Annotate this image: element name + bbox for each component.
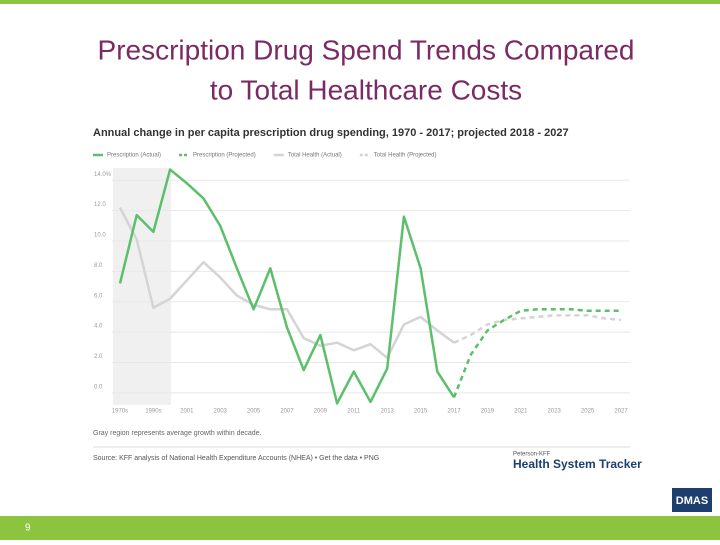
brand-small: Peterson-KFF — [513, 452, 551, 458]
x-tick-label: 2007 — [280, 409, 294, 415]
slide-title: Prescription Drug Spend Trends Compared — [98, 34, 635, 65]
x-tick-label: 2001 — [180, 409, 194, 415]
legend-label: Prescription (Actual) — [107, 153, 161, 159]
page-number: 9 — [25, 523, 31, 534]
bottom-bar — [0, 516, 720, 540]
x-tick-label: 2021 — [514, 409, 528, 415]
y-tick-label: 0.0 — [94, 384, 103, 390]
y-tick-label: 4.0 — [94, 324, 103, 330]
series-line — [453, 314, 622, 344]
legend-label: Total Health (Actual) — [288, 153, 342, 159]
logo — [672, 488, 712, 512]
x-tick-label: 2015 — [414, 409, 428, 415]
chart-source: Source: KFF analysis of National Health … — [93, 455, 379, 462]
top-bar — [0, 0, 720, 4]
x-tick-label: 2017 — [447, 409, 461, 415]
series-line — [118, 206, 455, 360]
x-tick-label: 2011 — [347, 409, 361, 415]
x-tick-label: 2005 — [247, 409, 261, 415]
x-tick-label: 2009 — [314, 409, 328, 415]
y-tick-label: 8.0 — [94, 263, 103, 269]
y-tick-label: 14.0% — [94, 172, 112, 178]
y-tick-label: 12.0 — [94, 202, 106, 208]
x-tick-label: 2023 — [548, 409, 562, 415]
brand: Health System Tracker — [513, 457, 642, 471]
chart-note: Gray region represents average growth wi… — [93, 430, 262, 437]
logo-text: DMAS — [676, 495, 708, 507]
series-line — [118, 168, 456, 405]
x-tick-label: 1970s — [112, 409, 128, 415]
chart-title: Annual change in per capita prescription… — [93, 127, 569, 139]
slide-title: to Total Healthcare Costs — [210, 74, 522, 105]
x-tick-label: 2013 — [381, 409, 395, 415]
x-tick-label: 2019 — [481, 409, 495, 415]
decade-band — [113, 168, 171, 405]
y-tick-label: 6.0 — [94, 293, 103, 299]
x-tick-label: 2003 — [214, 409, 228, 415]
legend-label: Total Health (Projected) — [374, 153, 437, 159]
x-tick-label: 1990s — [145, 409, 161, 415]
series-line — [452, 308, 621, 398]
legend-label: Prescription (Projected) — [193, 153, 256, 159]
x-tick-label: 2025 — [581, 409, 595, 415]
y-tick-label: 10.0 — [94, 233, 106, 239]
y-tick-label: 2.0 — [94, 354, 103, 360]
x-tick-label: 2027 — [614, 409, 628, 415]
